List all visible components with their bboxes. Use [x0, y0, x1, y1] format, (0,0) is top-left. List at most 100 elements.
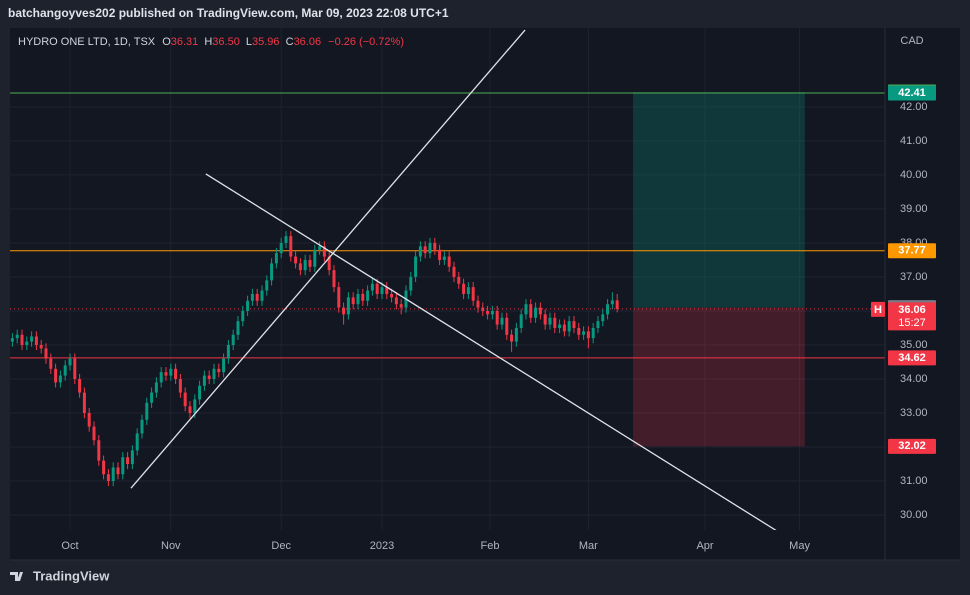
badge-box — [871, 301, 885, 317]
y-tick-label: 31.00 — [900, 475, 928, 487]
candle-body — [183, 392, 187, 407]
ohlc-letter: C — [286, 36, 294, 48]
trend-line — [205, 173, 777, 530]
candle-body — [534, 307, 538, 318]
candle-body — [236, 321, 240, 335]
candle-body — [87, 413, 91, 427]
hline-label-box — [888, 85, 936, 101]
candle-body — [20, 334, 24, 345]
logo-icon — [10, 572, 23, 581]
y-tick-label: 39.00 — [900, 203, 928, 215]
candle-body — [150, 392, 154, 403]
candle-body — [553, 317, 557, 328]
hline-label-box — [888, 243, 936, 259]
x-tick-label: 2023 — [370, 540, 394, 552]
chart-pane — [10, 28, 960, 560]
candle-body — [126, 457, 130, 465]
candle-body — [418, 246, 422, 257]
candle-body — [447, 256, 451, 267]
candle-body — [562, 324, 566, 332]
symbol: HYDRO ONE LTD, 1D, TSX — [18, 36, 156, 48]
candle-body — [270, 263, 274, 281]
candle-body — [442, 256, 446, 260]
candle-body — [486, 310, 490, 315]
candle-body — [15, 334, 19, 339]
candle-body — [54, 368, 58, 383]
candle-body — [337, 287, 341, 308]
candle-body — [558, 324, 562, 328]
candle-body — [370, 283, 374, 291]
y-tick-label: 37.00 — [900, 271, 928, 283]
candle-body — [49, 358, 53, 369]
loss-zone — [633, 307, 805, 447]
candle-body — [294, 256, 298, 264]
brand: TradingView — [33, 568, 110, 583]
candle-body — [577, 327, 581, 335]
y-tick-label: 34.00 — [900, 373, 928, 385]
candle-body — [514, 327, 518, 342]
candle-body — [58, 375, 62, 383]
candle-body — [226, 344, 230, 359]
candle-body — [10, 338, 14, 342]
candle-body — [212, 368, 216, 379]
candle-body — [399, 304, 403, 308]
candle-body — [524, 304, 528, 315]
candle-body — [538, 307, 542, 315]
last-price-label-box — [888, 302, 936, 331]
candle-body — [78, 378, 82, 393]
candle-body — [433, 242, 437, 250]
plot-content — [10, 28, 885, 530]
badge: H — [874, 304, 882, 316]
profit-zone — [633, 91, 805, 308]
candle-body — [572, 321, 576, 328]
candle-body — [356, 293, 360, 305]
candle-body — [265, 280, 269, 291]
candle-body — [73, 358, 77, 379]
candle-body — [97, 440, 101, 461]
footer-logo: TradingView — [10, 568, 110, 583]
candle-body — [34, 336, 38, 345]
candle-body — [207, 375, 211, 379]
candle-body — [164, 372, 168, 376]
candle-body — [154, 382, 158, 393]
candle-body — [394, 297, 398, 305]
candle-body — [519, 314, 523, 328]
candle-body — [284, 236, 288, 243]
candle-body — [529, 304, 533, 318]
candle-body — [586, 331, 590, 339]
ohlc-letter: O — [162, 36, 171, 48]
candle-body — [231, 334, 235, 345]
candle-body — [375, 283, 379, 294]
candle-body — [495, 310, 499, 325]
candle-body — [342, 307, 346, 315]
candle-body — [476, 300, 480, 308]
y-tick-label: 41.00 — [900, 135, 928, 147]
candle-body — [466, 287, 470, 294]
candle-body — [423, 246, 427, 254]
candle-body — [601, 314, 605, 322]
candle-body — [462, 283, 466, 294]
candle-body — [361, 293, 365, 301]
x-tick-label: May — [789, 540, 810, 552]
hline-label: 34.62 — [898, 352, 926, 364]
candle-body — [159, 372, 163, 383]
candle-body — [313, 249, 317, 267]
candle-body — [303, 259, 307, 271]
candle-body — [610, 300, 614, 305]
plot: 30.0031.0032.0033.0034.0035.0036.0037.00… — [10, 28, 960, 561]
legend: HYDRO ONE LTD, 1D, TSX O36.31 H36.50 L35… — [18, 36, 404, 48]
candle-body — [169, 368, 173, 376]
candle-body — [121, 457, 125, 475]
x-tick-label: Feb — [480, 540, 499, 552]
candle-body — [145, 402, 149, 420]
candle-body — [582, 331, 586, 335]
candle-body — [188, 406, 192, 414]
candle-body — [25, 341, 29, 345]
candle-body — [481, 307, 485, 311]
candle-body — [366, 290, 370, 301]
ohlc-value: 36.06 — [294, 36, 322, 48]
x-tick-label: Apr — [696, 540, 713, 552]
candle-body — [327, 256, 331, 271]
candle-body — [615, 300, 619, 309]
